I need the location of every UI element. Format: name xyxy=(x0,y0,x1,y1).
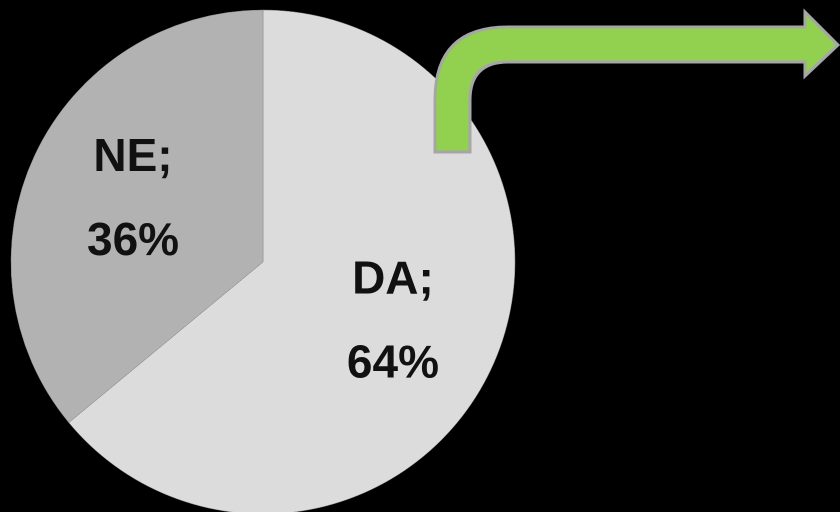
slice-value-label: 64% xyxy=(347,335,439,387)
slice-category-label: NE; xyxy=(93,129,172,181)
bent-arrow xyxy=(433,8,840,154)
pie-slice xyxy=(68,9,516,512)
slice-value-label: 36% xyxy=(87,213,179,265)
slice-category-label: DA; xyxy=(352,251,434,303)
pie xyxy=(10,9,516,512)
pie-slice xyxy=(10,9,264,423)
